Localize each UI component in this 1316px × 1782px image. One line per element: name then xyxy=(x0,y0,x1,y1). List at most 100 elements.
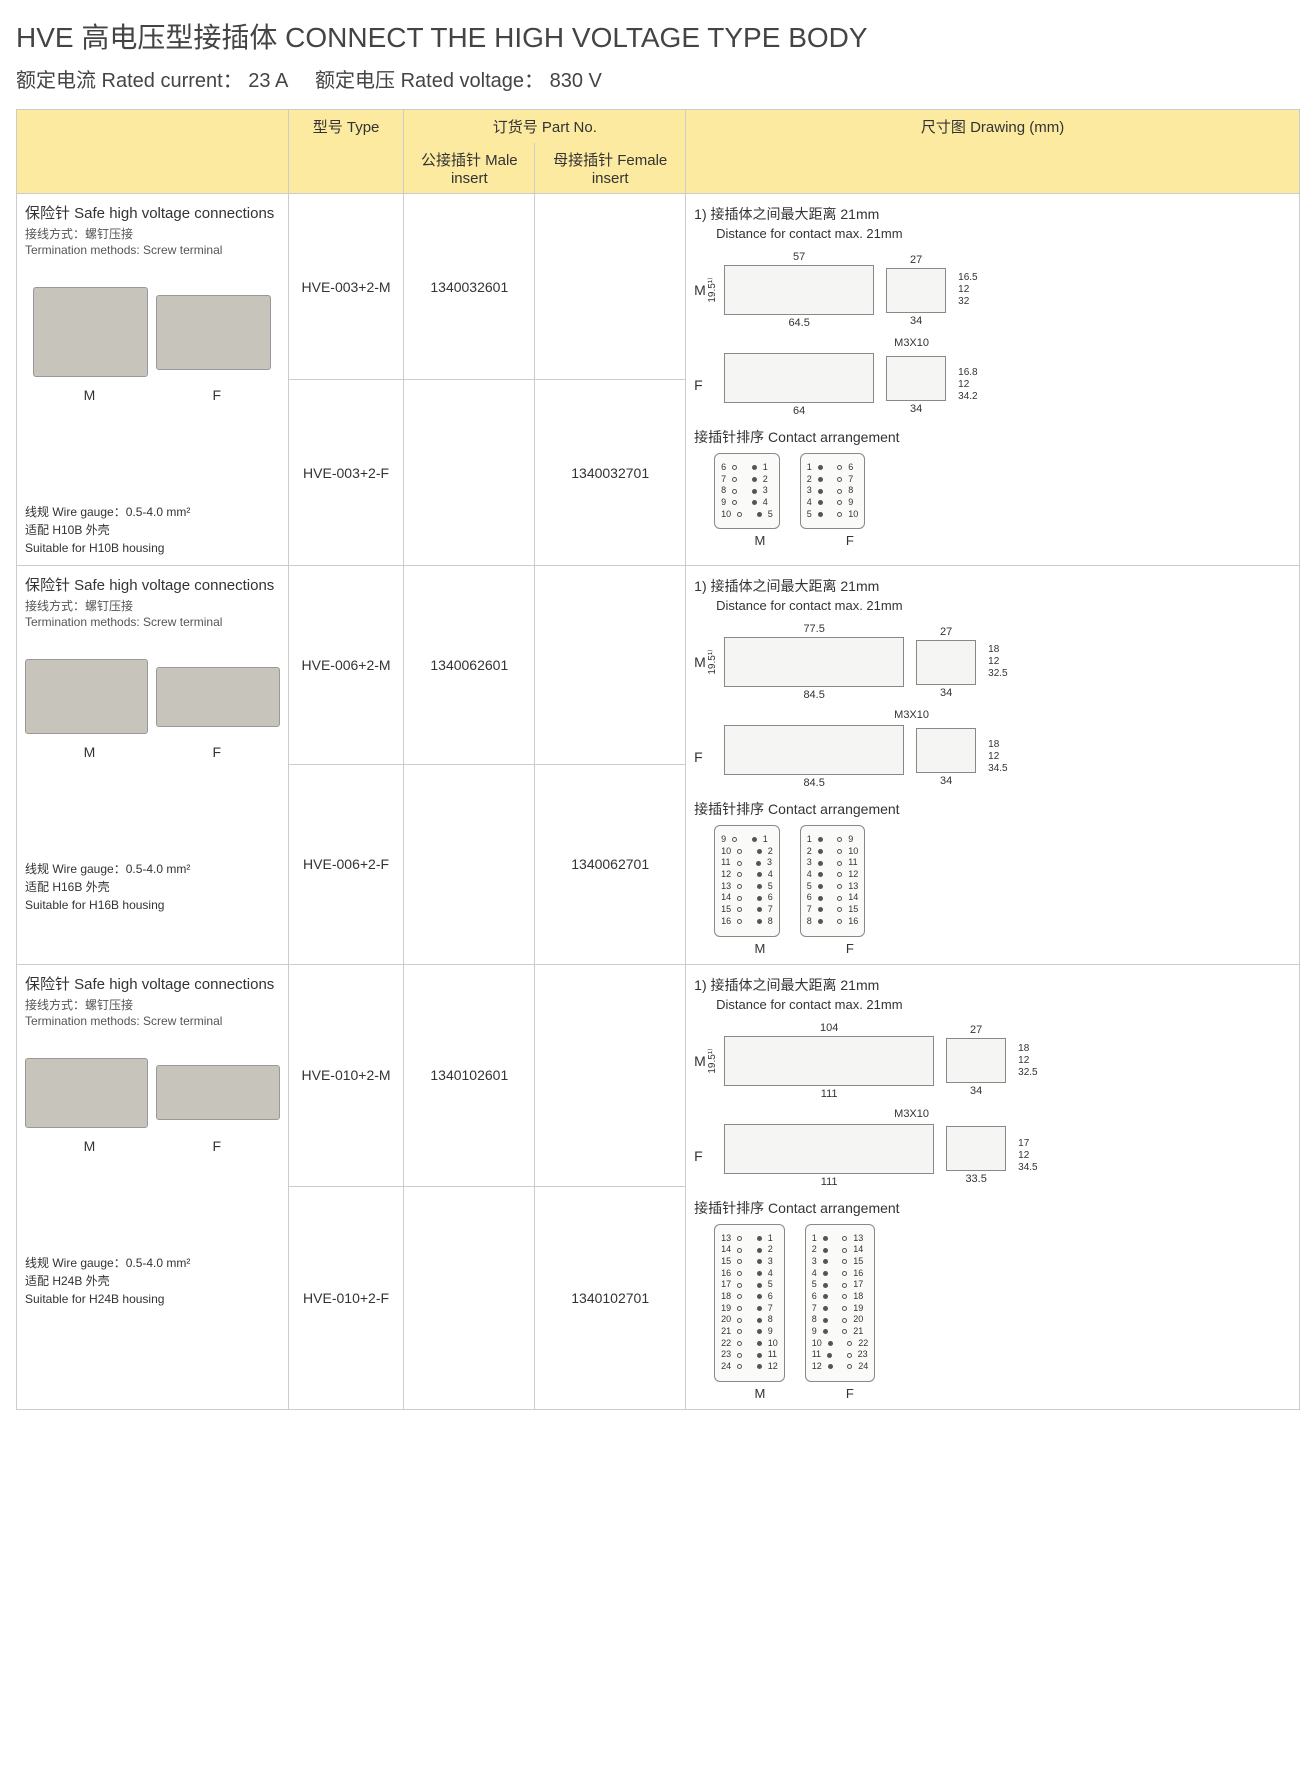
connector-images xyxy=(25,1058,280,1128)
distance-cn: 1) 接插体之间最大距离 21mm xyxy=(694,975,1291,995)
contact-plates: 6 17 28 39 410 5 1 62 73 84 95 10 xyxy=(714,453,1291,529)
plate-m: M xyxy=(754,1386,765,1401)
m3x10: M3X10 xyxy=(894,1108,1291,1120)
plate-mf: M F xyxy=(714,533,894,548)
tech-row-F: F 64 34 16.81234.2 xyxy=(694,353,1291,417)
tech-label: F xyxy=(694,377,712,393)
tech-row-F: F 111 33.5 171234.5 xyxy=(694,1124,1291,1188)
distance-en: Distance for contact max. 21mm xyxy=(716,598,1291,613)
type-cell: HVE-010+2-F xyxy=(288,1187,404,1410)
term-cn: 接线方式：螺钉压接 xyxy=(25,597,280,614)
type-cell: HVE-010+2-M xyxy=(288,964,404,1187)
section-title: 保险针 Safe high voltage connections xyxy=(25,574,280,595)
header-blank xyxy=(17,110,289,194)
product-row: 保险针 Safe high voltage connections 接线方式：螺… xyxy=(17,194,1300,380)
connector-m xyxy=(33,287,148,377)
distance-cn: 1) 接插体之间最大距离 21mm xyxy=(694,204,1291,224)
label-f: F xyxy=(213,744,222,760)
tech-row-M: M 19.5¹⁾ 104 111 27 34 181232.5 xyxy=(694,1022,1291,1100)
contact-arrangement-label: 接插针排序 Contact arrangement xyxy=(694,427,1291,447)
term-cn: 接线方式：螺钉压接 xyxy=(25,225,280,242)
tech-main xyxy=(724,265,874,315)
product-row: 保险针 Safe high voltage connections 接线方式：螺… xyxy=(17,566,1300,765)
tech-side xyxy=(946,1126,1006,1171)
tech-label: F xyxy=(694,1148,712,1164)
dim-side-bottom: 34 xyxy=(916,687,976,699)
pin-plate: 9 110 211 312 413 514 615 716 8 xyxy=(714,825,780,937)
connector-f xyxy=(156,295,271,370)
tech-main xyxy=(724,725,904,775)
product-row: 保险针 Safe high voltage connections 接线方式：螺… xyxy=(17,964,1300,1187)
term-en: Termination methods: Screw terminal xyxy=(25,1014,280,1028)
dim-right: 181232.5 xyxy=(1018,1043,1037,1079)
rated-current-value: 23 A xyxy=(248,70,287,92)
specs: 线规 Wire gauge：0.5-4.0 mm² 适配 H10B 外壳 Sui… xyxy=(25,503,280,557)
dim-right: 181234.5 xyxy=(988,739,1007,775)
male-cell xyxy=(404,765,535,964)
dim-side-top: 27 xyxy=(946,1024,1006,1036)
rated-voltage-value: 830 V xyxy=(550,70,602,92)
housing-cn: 适配 H10B 外壳 xyxy=(25,521,280,539)
wire-gauge: 线规 Wire gauge：0.5-4.0 mm² xyxy=(25,860,280,878)
type-cell: HVE-003+2-M xyxy=(288,194,404,380)
tech-row-M: M 19.5¹⁾ 57 64.5 27 34 16.51232 xyxy=(694,251,1291,329)
female-cell xyxy=(535,566,686,765)
ratings: 额定电流 Rated current： 23 A 额定电压 Rated volt… xyxy=(16,64,1300,93)
term-en: Termination methods: Screw terminal xyxy=(25,615,280,629)
dim-side-bottom: 33.5 xyxy=(946,1173,1006,1185)
type-cell: HVE-003+2-F xyxy=(288,380,404,566)
housing-en: Suitable for H24B housing xyxy=(25,1290,280,1308)
wire-gauge: 线规 Wire gauge：0.5-4.0 mm² xyxy=(25,503,280,521)
contact-arrangement-label: 接插针排序 Contact arrangement xyxy=(694,799,1291,819)
label-f: F xyxy=(213,1138,222,1154)
tech-side xyxy=(886,356,946,401)
distance-cn: 1) 接插体之间最大距离 21mm xyxy=(694,576,1291,596)
header-male: 公接插针 Male insert xyxy=(404,143,535,194)
label-m: M xyxy=(84,744,96,760)
dim-bottom: 111 xyxy=(724,1176,934,1188)
plate-m: M xyxy=(754,533,765,548)
tech-main xyxy=(724,1036,934,1086)
tech-side xyxy=(916,640,976,685)
spec-table: 型号 Type 订货号 Part No. 尺寸图 Drawing (mm) 公接… xyxy=(16,109,1300,1410)
tech-main xyxy=(724,637,904,687)
page-title: HVE 高电压型接插体 CONNECT THE HIGH VOLTAGE TYP… xyxy=(16,16,1300,56)
housing-cn: 适配 H16B 外壳 xyxy=(25,878,280,896)
female-cell xyxy=(535,194,686,380)
term-en: Termination methods: Screw terminal xyxy=(25,243,280,257)
mf-labels: M F xyxy=(25,744,280,760)
male-cell: 1340102601 xyxy=(404,964,535,1187)
tech-row-M: M 19.5¹⁾ 77.5 84.5 27 34 181232.5 xyxy=(694,623,1291,701)
female-cell xyxy=(535,964,686,1187)
pin-plate: 1 92 103 114 125 136 147 158 16 xyxy=(800,825,866,937)
label-f: F xyxy=(213,387,222,403)
dim-bottom: 84.5 xyxy=(724,777,904,789)
dim-side-bottom: 34 xyxy=(916,775,976,787)
contact-plates: 9 110 211 312 413 514 615 716 8 1 92 103… xyxy=(714,825,1291,937)
dim-side-bottom: 34 xyxy=(886,315,946,327)
term-cn: 接线方式：螺钉压接 xyxy=(25,996,280,1013)
connector-m xyxy=(25,659,148,734)
tech-row-F: F 84.5 34 181234.5 xyxy=(694,725,1291,789)
dim-bottom: 64 xyxy=(724,405,874,417)
plate-m: M xyxy=(754,941,765,956)
wire-gauge: 线规 Wire gauge：0.5-4.0 mm² xyxy=(25,1254,280,1272)
tech-main xyxy=(724,353,874,403)
tech-label: F xyxy=(694,749,712,765)
pin-plate: 13 114 215 316 417 518 619 720 821 922 1… xyxy=(714,1224,785,1382)
header-type: 型号 Type xyxy=(288,110,404,194)
dim-top: 77.5 xyxy=(724,623,904,635)
female-cell: 1340062701 xyxy=(535,765,686,964)
connector-f xyxy=(156,1065,279,1120)
distance-en: Distance for contact max. 21mm xyxy=(716,997,1291,1012)
dim-bottom: 111 xyxy=(724,1088,934,1100)
male-cell: 1340062601 xyxy=(404,566,535,765)
tech-side xyxy=(916,728,976,773)
m3x10: M3X10 xyxy=(894,709,1291,721)
dim-top: 104 xyxy=(724,1022,934,1034)
rated-voltage-label: 额定电压 Rated voltage： xyxy=(315,70,544,92)
section-title: 保险针 Safe high voltage connections xyxy=(25,202,280,223)
pin-plate: 6 17 28 39 410 5 xyxy=(714,453,780,529)
connector-images xyxy=(25,287,280,377)
dim-right: 16.81234.2 xyxy=(958,367,977,403)
